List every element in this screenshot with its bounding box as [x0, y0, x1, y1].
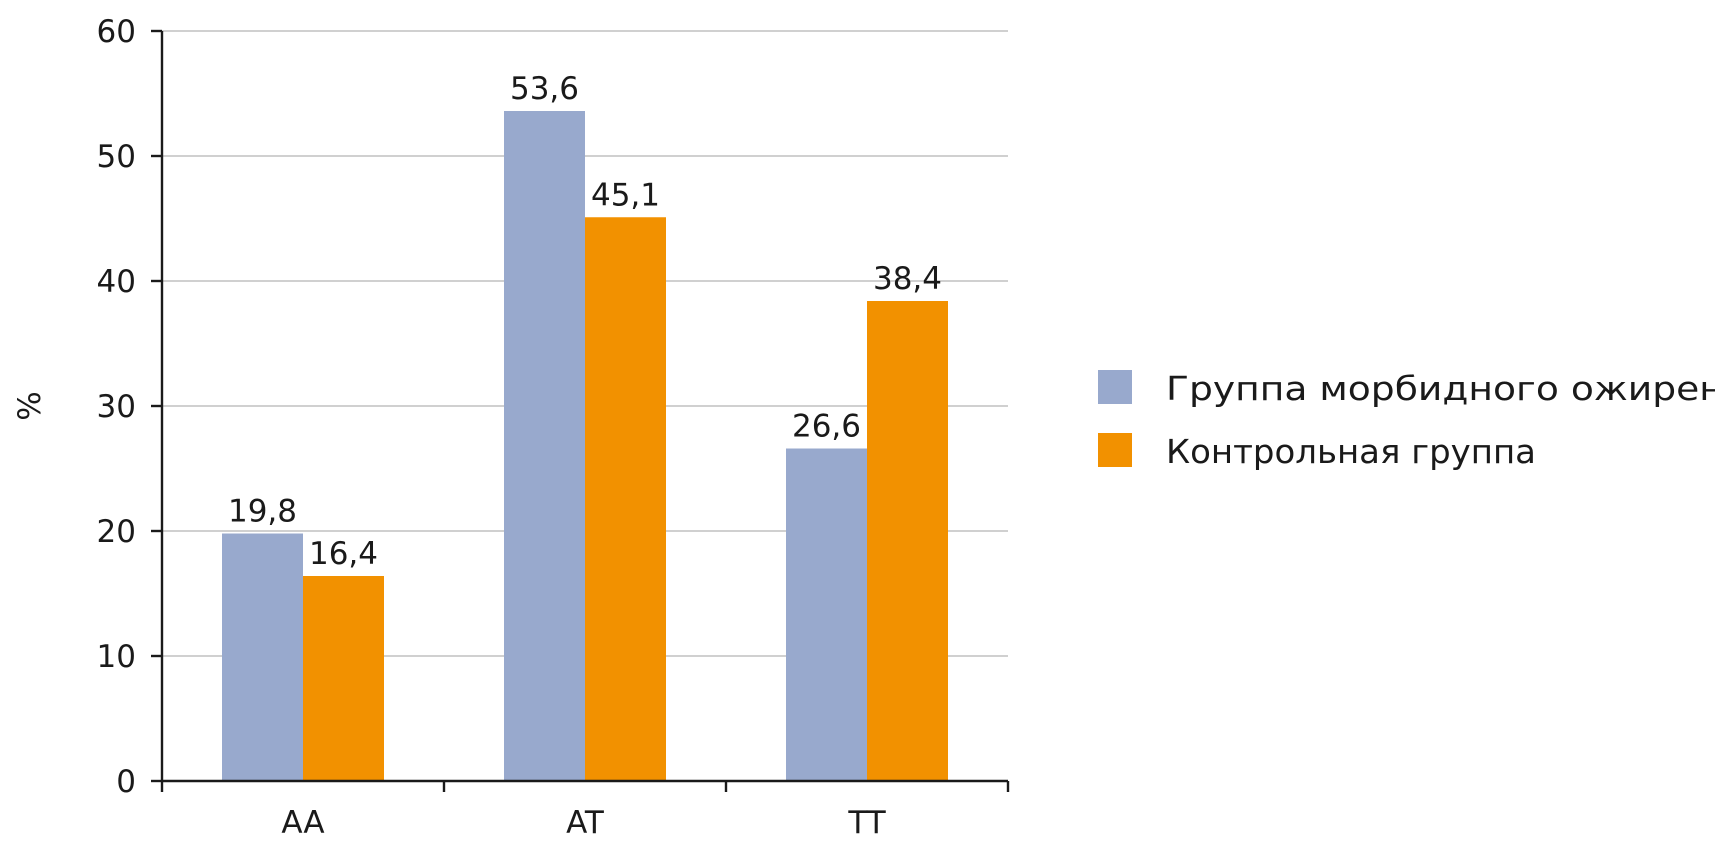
y-tick-label: 20 — [97, 514, 136, 550]
data-label: 16,4 — [309, 536, 378, 572]
bar — [222, 533, 303, 781]
legend-swatch — [1098, 370, 1132, 404]
legend-label: Контрольная группа — [1166, 432, 1536, 471]
y-tick-label: 50 — [97, 139, 136, 175]
x-tick-label: AT — [566, 805, 605, 841]
y-tick-label: 40 — [97, 264, 136, 300]
x-tick-label: AA — [281, 805, 324, 841]
data-label: 53,6 — [510, 71, 579, 107]
y-axis-title: % — [12, 391, 48, 420]
data-labels: 19,8 16,4 53,6 45,1 26,6 38,4 — [228, 71, 942, 572]
data-label: 26,6 — [792, 409, 861, 445]
y-tick-label: 30 — [97, 389, 136, 425]
data-label: 45,1 — [591, 177, 660, 213]
y-tick-label: 60 — [97, 14, 136, 50]
bar — [504, 111, 585, 781]
x-tick-labels: AA AT TT — [281, 805, 886, 841]
axes — [151, 29, 1010, 792]
bar — [786, 448, 867, 781]
y-tick-label: 0 — [116, 764, 136, 800]
bars — [222, 111, 948, 781]
data-label: 38,4 — [873, 261, 942, 297]
legend: Группа морбидного ожирения Контрольная гр… — [1098, 369, 1715, 471]
bar — [867, 301, 948, 781]
data-label: 19,8 — [228, 494, 297, 530]
y-tick-labels: 0 10 20 30 40 50 60 — [97, 14, 136, 800]
x-tick-label: TT — [847, 805, 886, 841]
y-tick-label: 10 — [97, 639, 136, 675]
legend-swatch — [1098, 433, 1132, 467]
bar — [585, 217, 666, 781]
legend-label: Группа морбидного ожирения — [1166, 369, 1715, 408]
legend-item: Контрольная группа — [1098, 432, 1536, 471]
legend-item: Группа морбидного ожирения — [1098, 369, 1715, 408]
bar — [303, 576, 384, 781]
